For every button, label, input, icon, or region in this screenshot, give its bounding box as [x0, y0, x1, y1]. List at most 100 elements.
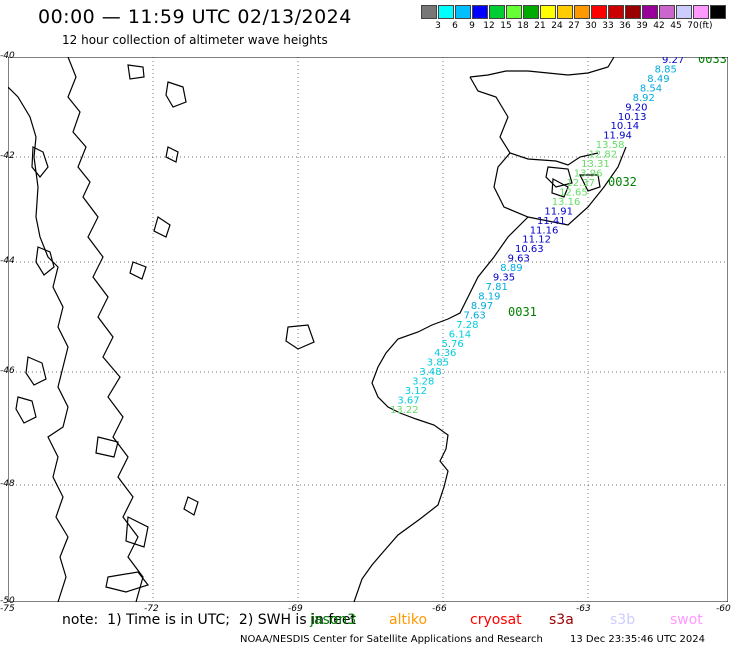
latitude-label: -42 [0, 151, 15, 161]
wave-height-value: 13.96 [574, 169, 603, 180]
legend-swatch [540, 5, 556, 19]
legend-swatch [421, 5, 437, 19]
argentina-coastline [353, 57, 627, 602]
wave-height-value: 10.14 [611, 121, 640, 132]
longitude-label: -72 [144, 604, 159, 614]
legend-swatch [557, 5, 573, 19]
wave-height-value: 13.16 [552, 197, 581, 208]
wave-height-value: 10.13 [618, 112, 647, 123]
pass-label: 0033 [698, 57, 727, 66]
pass-label: 0032 [608, 175, 637, 189]
legend-swatch [608, 5, 624, 19]
longitude-label: -69 [288, 604, 303, 614]
wave-height-value: 7.28 [456, 320, 478, 331]
legend-swatch [710, 5, 726, 19]
wave-height-value: 7.81 [486, 282, 508, 293]
legend-swatch [676, 5, 692, 19]
chile-coastline [8, 57, 315, 602]
wave-height-value: 5.76 [442, 339, 464, 350]
wave-height-value: 9.20 [625, 102, 647, 113]
wave-height-value: 12.82 [589, 150, 618, 161]
legend-label: 33 [602, 21, 614, 31]
mission-label: altiko [389, 612, 428, 628]
legend-label: 18 [517, 21, 529, 31]
wave-height-value: 13.22 [390, 405, 419, 416]
wave-height-value: 11.12 [522, 235, 551, 246]
wave-height-value: 8.89 [500, 263, 522, 274]
credit-line: NOAA/NESDIS Center for Satellite Applica… [240, 634, 543, 645]
wave-height-value: 8.19 [478, 292, 500, 303]
legend-swatch [659, 5, 675, 19]
mission-label: s3a [549, 612, 574, 628]
legend-swatch [438, 5, 454, 19]
wave-height-value: 13.58 [596, 140, 625, 151]
mission-label: s3b [610, 612, 636, 628]
latitude-label: -46 [0, 366, 15, 376]
wave-height-value: 10.63 [515, 244, 544, 255]
wave-height-value: 3.12 [405, 386, 427, 397]
legend-label: 15 [500, 21, 512, 31]
legend-label: 21 [534, 21, 546, 31]
mission-label: swot [670, 612, 703, 628]
legend-swatch [523, 5, 539, 19]
legend-label: 45 [670, 21, 682, 31]
wave-height-value: 12.37 [566, 178, 595, 189]
latitude-label: -48 [0, 479, 15, 489]
latitude-label: -44 [0, 256, 15, 266]
mission-label: jason3 [310, 612, 357, 628]
wave-height-value: 9.35 [493, 273, 515, 284]
wave-height-value: 12.65 [559, 187, 588, 198]
wave-height-value: 9.27 [662, 57, 684, 66]
longitude-label: -63 [576, 604, 591, 614]
legend-label: 9 [469, 21, 475, 31]
wave-height-value: 9.63 [508, 254, 530, 265]
graticule [8, 57, 728, 602]
legend-swatch [472, 5, 488, 19]
wave-height-value: 8.97 [471, 301, 493, 312]
wave-height-value: 8.85 [655, 65, 677, 76]
wave-height-value: 11.41 [537, 216, 566, 227]
legend-swatch [625, 5, 641, 19]
wave-height-value: 11.91 [544, 206, 573, 217]
wave-height-value: 3.28 [412, 377, 434, 388]
legend-label: 6 [452, 21, 458, 31]
legend-unit: (ft) [699, 21, 713, 31]
legend-label: 12 [483, 21, 495, 31]
legend-swatch [693, 5, 709, 19]
wave-height-value: 3.67 [397, 396, 419, 407]
legend-swatch [506, 5, 522, 19]
wave-height-value: 6.14 [449, 329, 471, 340]
wave-height-value: 3.48 [419, 367, 441, 378]
mission-label: cryosat [470, 612, 522, 628]
wave-height-value: 11.16 [530, 225, 559, 236]
wave-height-value: 8.49 [647, 74, 669, 85]
generated-timestamp: 13 Dec 23:35:46 UTC 2024 [570, 634, 705, 645]
wave-height-value: 7.63 [464, 310, 486, 321]
legend-label: 3 [435, 21, 441, 31]
wave-height-value: 3.85 [427, 358, 449, 369]
wave-height-value: 11.94 [603, 131, 632, 142]
legend-label: 27 [568, 21, 580, 31]
footnote: note: 1) Time is in UTC; 2) SWH is in fe… [62, 612, 356, 628]
map-frame [8, 57, 728, 602]
legend-swatch [591, 5, 607, 19]
longitude-label: -60 [716, 604, 731, 614]
legend-label: 24 [551, 21, 563, 31]
wave-height-value: 4.36 [434, 348, 456, 359]
legend-swatch [574, 5, 590, 19]
longitude-label: -75 [0, 604, 15, 614]
map-subtitle: 12 hour collection of altimeter wave hei… [62, 33, 328, 47]
pass-label: 0031 [508, 305, 537, 319]
legend-label: 39 [636, 21, 648, 31]
map-title: 00:00 — 11:59 UTC 02/13/2024 [38, 6, 352, 28]
legend-label: 36 [619, 21, 631, 31]
legend-swatch [455, 5, 471, 19]
wave-height-value: 8.54 [640, 83, 662, 94]
wave-height-value: 13.31 [581, 159, 610, 170]
longitude-label: -66 [432, 604, 447, 614]
wave-height-value: 8.92 [633, 93, 655, 104]
legend-label: 70 [687, 21, 699, 31]
latitude-label: -40 [0, 51, 15, 61]
legend-swatch [642, 5, 658, 19]
